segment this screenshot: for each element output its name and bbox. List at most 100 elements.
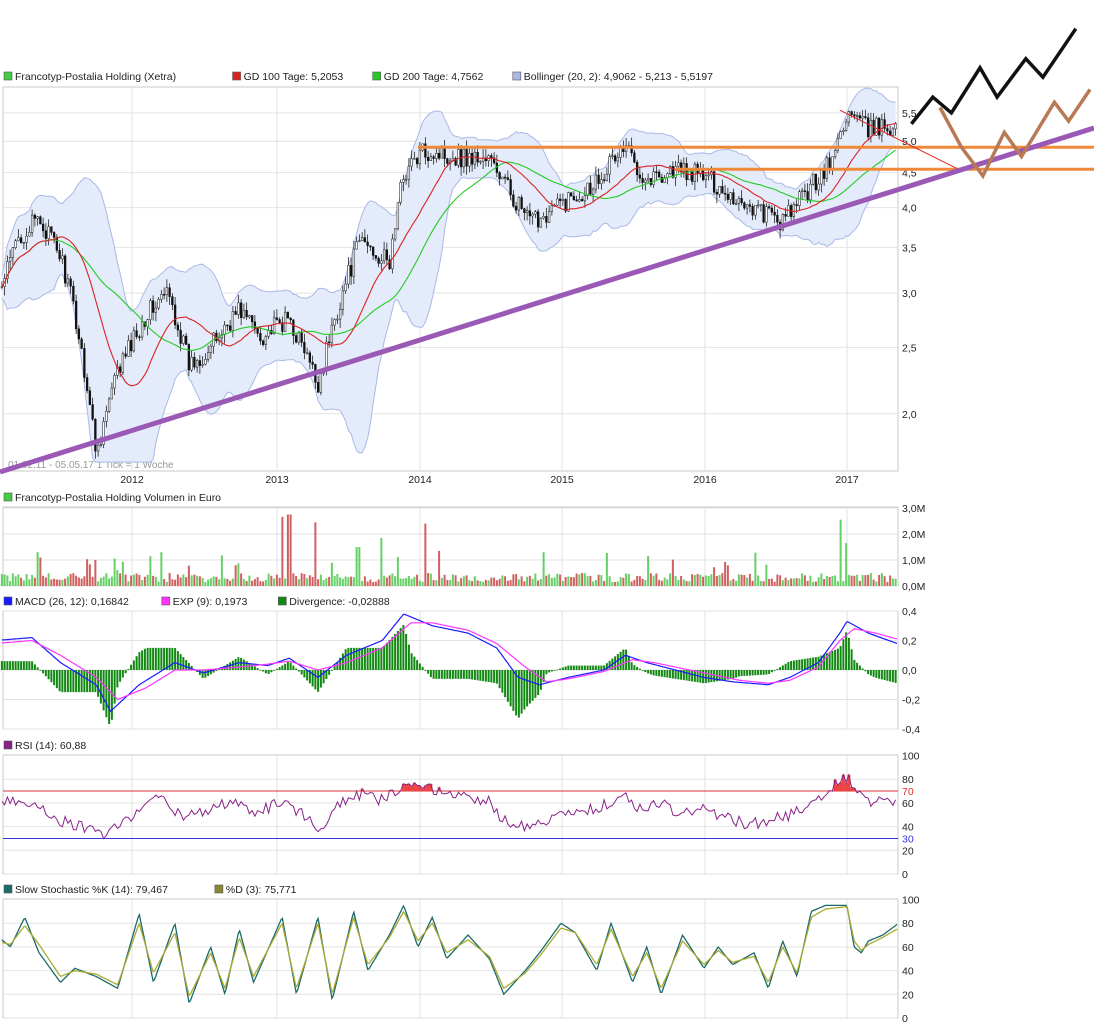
- divergence-bar: [433, 670, 435, 679]
- candle-body: [532, 214, 534, 216]
- divergence-bar: [427, 670, 429, 674]
- volume-bar: [402, 579, 404, 586]
- candle-body: [853, 115, 855, 116]
- volume-bar: [240, 573, 242, 586]
- divergence-bar: [86, 670, 88, 692]
- divergence-bar: [350, 648, 352, 670]
- volume-bar: [248, 576, 250, 586]
- divergence-bar: [67, 670, 69, 692]
- volume-bar: [345, 577, 347, 586]
- candle-body: [246, 310, 248, 317]
- candle-body: [163, 294, 165, 295]
- candle-body: [402, 180, 404, 183]
- divergence-bar: [53, 670, 55, 685]
- volume-bar: [875, 581, 877, 586]
- volume-bar: [892, 578, 894, 586]
- divergence-bar: [672, 670, 674, 678]
- candle-body: [815, 174, 817, 190]
- candle-body: [768, 207, 770, 208]
- divergence-bar: [37, 667, 39, 670]
- volume-bar: [397, 557, 399, 586]
- volume-bar: [735, 581, 737, 586]
- divergence-bar: [856, 663, 858, 670]
- volume-bar: [545, 576, 547, 586]
- volume-y-tick-label: 3,0M: [902, 503, 925, 515]
- volume-bar: [232, 579, 234, 586]
- volume-bar: [686, 581, 688, 586]
- volume-bar: [820, 573, 822, 586]
- divergence-bar: [9, 661, 11, 670]
- candle-body: [64, 256, 66, 283]
- divergence-bar: [312, 670, 314, 686]
- volume-bar: [70, 574, 72, 586]
- volume-bar: [763, 581, 765, 586]
- divergence-bar: [452, 670, 454, 679]
- volume-bar: [694, 575, 696, 586]
- divergence-bar: [548, 670, 550, 672]
- volume-bar: [15, 576, 17, 586]
- volume-bar: [394, 576, 396, 586]
- volume-bar: [89, 564, 91, 586]
- divergence-bar: [116, 670, 118, 687]
- candle-body: [845, 122, 847, 130]
- candle-body: [730, 193, 732, 200]
- candle-body: [529, 211, 531, 216]
- divergence-bar: [523, 670, 525, 710]
- volume-bar: [350, 577, 352, 586]
- volume-bar: [752, 581, 754, 586]
- x-tick-label: 2016: [693, 474, 717, 486]
- divergence-bar: [174, 648, 176, 670]
- divergence-bar: [292, 666, 294, 670]
- volume-bar: [529, 576, 531, 586]
- candle-body: [1, 287, 3, 288]
- rsi-overbought-fill: [836, 785, 839, 791]
- volume-bar: [166, 582, 168, 586]
- divergence-bar: [127, 669, 129, 670]
- volume-bar: [785, 578, 787, 586]
- candle-body: [152, 301, 154, 313]
- candle-body: [42, 224, 44, 231]
- divergence-bar: [411, 653, 413, 670]
- price-legend-swatch: [4, 72, 12, 80]
- divergence-bar: [540, 670, 542, 690]
- divergence-bar: [281, 665, 283, 670]
- volume-bar: [94, 560, 96, 586]
- volume-bar: [320, 575, 322, 586]
- volume-bar: [721, 573, 723, 586]
- price-legend-swatch: [513, 72, 521, 80]
- divergence-bar: [754, 670, 756, 675]
- candle-body: [12, 248, 14, 258]
- candle-body: [39, 217, 41, 224]
- divergence-bar: [400, 628, 402, 670]
- volume-bar: [317, 579, 319, 586]
- volume-bar: [237, 563, 239, 586]
- candle-body: [584, 196, 586, 201]
- divergence-bar: [147, 648, 149, 670]
- candle-body: [199, 361, 201, 366]
- volume-bar: [180, 577, 182, 586]
- candle-body: [427, 157, 429, 160]
- candle-body: [526, 211, 528, 213]
- rsi-panel: [3, 755, 898, 874]
- divergence-bar: [636, 667, 638, 670]
- divergence-bar: [537, 670, 539, 695]
- volume-bar: [853, 576, 855, 586]
- volume-bar: [488, 580, 490, 586]
- candle-body: [207, 353, 209, 360]
- candle-body: [801, 191, 803, 192]
- divergence-bar: [732, 670, 734, 679]
- candle-body: [820, 171, 822, 184]
- divergence-bar: [72, 670, 74, 692]
- candle-body: [273, 318, 275, 334]
- divergence-bar: [768, 670, 770, 674]
- volume-bar: [97, 581, 99, 586]
- candle-body: [97, 445, 99, 451]
- candle-body: [644, 180, 646, 182]
- candle-body: [892, 129, 894, 135]
- volume-bar: [658, 580, 660, 586]
- price-legend-swatch: [233, 72, 241, 80]
- volume-bar: [92, 577, 94, 586]
- divergence-bar: [721, 670, 723, 680]
- candle-body: [202, 364, 204, 365]
- volume-bar: [254, 579, 256, 586]
